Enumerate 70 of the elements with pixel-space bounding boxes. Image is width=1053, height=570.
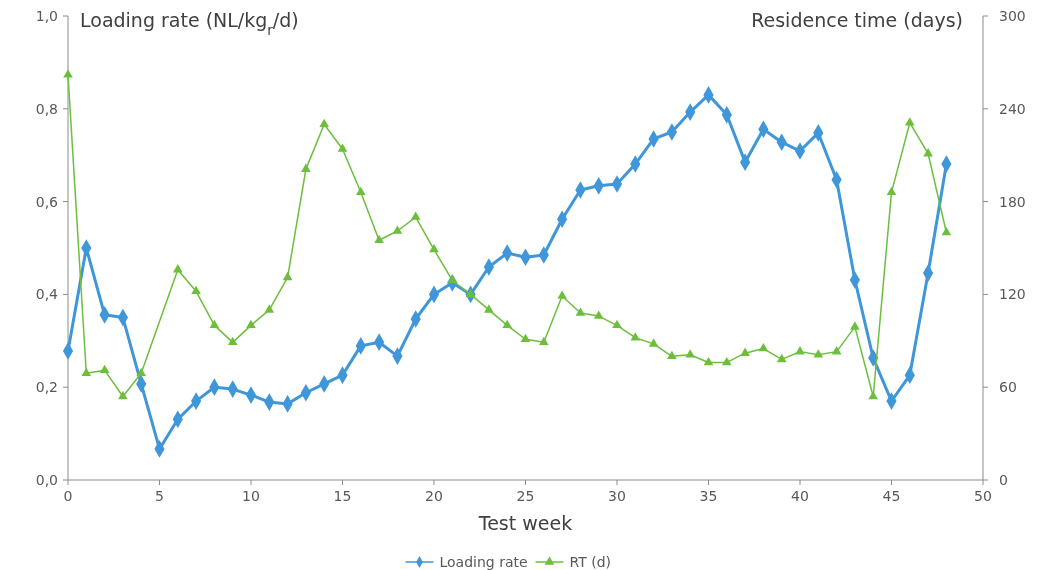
y2-tick-label: 300 — [999, 8, 1026, 24]
x-tick-label: 35 — [699, 488, 718, 504]
point — [740, 347, 750, 356]
point — [868, 390, 879, 400]
point — [410, 211, 421, 220]
point — [209, 319, 220, 329]
y-tick-label: 1,0 — [35, 8, 58, 24]
y-tick-label: 0,2 — [35, 379, 58, 396]
point — [447, 274, 458, 284]
point — [136, 367, 147, 377]
point — [191, 285, 201, 295]
y-axis-title: Loading rate (NL/kg$_{r}$/d) — [80, 9, 299, 38]
point — [429, 244, 439, 253]
x-tick-label: 0 — [63, 488, 73, 504]
legend-label: RT (d) — [569, 554, 612, 570]
point — [593, 310, 604, 319]
x-tick-label: 45 — [882, 488, 901, 504]
point — [795, 346, 805, 355]
point — [612, 319, 622, 329]
point — [850, 321, 860, 330]
point — [118, 390, 128, 400]
x-tick-label: 10 — [242, 488, 260, 504]
point — [831, 346, 842, 355]
point — [721, 356, 732, 366]
y2-tick-label: 60 — [999, 379, 1017, 396]
y2-tick-label: 240 — [999, 100, 1026, 117]
x-tick-label: 30 — [608, 488, 626, 504]
x-tick-label: 40 — [791, 488, 809, 504]
point — [648, 338, 659, 347]
point — [355, 186, 366, 196]
point — [886, 186, 897, 196]
y-tick-label: 0,6 — [35, 193, 59, 210]
point — [392, 225, 403, 234]
y-tick-label: 0,4 — [35, 286, 59, 303]
legend-label: Loading rate — [439, 554, 528, 570]
point — [374, 234, 384, 244]
point — [703, 356, 714, 366]
point — [465, 288, 476, 298]
point — [227, 336, 238, 346]
y2-tick-label: 180 — [999, 193, 1026, 210]
point — [667, 350, 677, 360]
x-tick-label: 5 — [155, 488, 164, 504]
point — [776, 353, 787, 363]
point — [301, 163, 311, 172]
x-tick-label: 15 — [333, 488, 352, 504]
point — [246, 319, 256, 329]
point — [337, 143, 348, 152]
y2-tick-label: 120 — [999, 286, 1026, 303]
point — [520, 333, 531, 343]
y-tick-label: 0,8 — [35, 100, 58, 117]
point — [557, 290, 567, 299]
point — [575, 307, 586, 316]
point — [81, 367, 92, 377]
point — [941, 226, 952, 236]
point — [99, 364, 110, 373]
x-tick-label: 25 — [516, 488, 535, 504]
y-tick-label: 0,0 — [35, 472, 58, 488]
point — [758, 342, 769, 352]
point — [63, 69, 73, 78]
point — [264, 304, 275, 313]
point — [502, 319, 513, 329]
point — [319, 118, 330, 128]
x-tick-label: 50 — [974, 488, 992, 504]
point — [538, 336, 549, 346]
y2-tick-label: 0 — [999, 472, 1008, 488]
x-axis-title: Test week — [477, 512, 573, 534]
y2-axis-title: Residence time (days) — [751, 9, 963, 31]
x-tick-label: 20 — [425, 488, 443, 504]
point — [484, 304, 494, 313]
point — [282, 271, 293, 281]
